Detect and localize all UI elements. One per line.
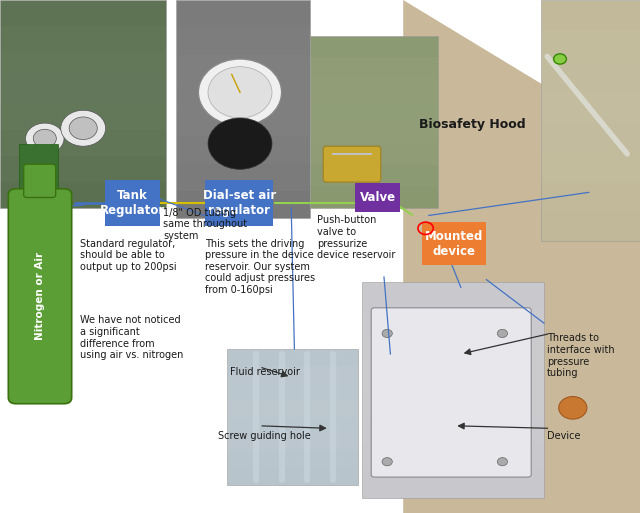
Bar [310,57,438,79]
Bar [19,144,58,205]
Bar [362,282,544,498]
Bar [227,468,358,485]
Bar [541,121,640,151]
Bar [310,143,438,165]
Bar [176,109,310,136]
Text: Biosafety Hood: Biosafety Hood [419,118,526,131]
Circle shape [198,59,282,126]
Bar [310,101,438,122]
Text: Valve: Valve [360,191,396,204]
Bar [310,79,438,101]
Bar [541,181,640,211]
Circle shape [559,397,587,419]
Bar [176,0,310,218]
Circle shape [497,458,508,466]
Bar [0,78,166,104]
Bar [310,186,438,208]
Text: Dial-set air
regulator: Dial-set air regulator [203,189,276,216]
Bar [0,52,166,78]
Bar [362,363,544,390]
Bar [541,0,640,241]
FancyBboxPatch shape [323,146,381,182]
FancyBboxPatch shape [422,222,486,266]
FancyBboxPatch shape [205,180,273,226]
Bar [310,36,438,208]
Bar [176,82,310,109]
Text: Screw guiding hole: Screw guiding hole [218,431,310,441]
Bar [0,0,166,208]
Text: Nitrogen or Air: Nitrogen or Air [35,252,45,340]
Bar [541,151,640,181]
Circle shape [554,54,566,64]
Bar [0,0,166,26]
FancyBboxPatch shape [105,180,160,226]
Bar [541,0,640,30]
Bar [176,164,310,191]
Bar [227,400,358,417]
Bar [541,211,640,241]
Text: Tank
Regulator: Tank Regulator [100,189,165,216]
Bar [362,309,544,336]
Bar [310,36,438,57]
Bar [227,366,358,383]
Text: 1/8" OD tubing
same throughout
system: 1/8" OD tubing same throughout system [163,208,247,241]
Text: Mounted
device: Mounted device [425,230,484,258]
Bar [362,282,544,309]
Text: Threads to
interface with
pressure
tubing: Threads to interface with pressure tubin… [547,333,615,378]
Bar [176,27,310,54]
Circle shape [497,329,508,338]
Bar [227,383,358,400]
FancyBboxPatch shape [355,184,400,212]
Bar [310,165,438,186]
Text: We have not noticed
a significant
difference from
using air vs. nitrogen: We have not noticed a significant differ… [80,315,184,360]
Bar [541,90,640,121]
Polygon shape [403,0,640,513]
Text: Push-button
valve to
pressurize
device reservoir: Push-button valve to pressurize device r… [317,215,395,260]
Bar [227,451,358,468]
Circle shape [382,329,392,338]
Circle shape [382,458,392,466]
Bar [362,417,544,444]
Bar [227,417,358,434]
Bar [227,349,358,366]
Bar [541,30,640,61]
Bar [176,0,310,27]
FancyBboxPatch shape [371,308,531,477]
Text: Device: Device [547,431,580,441]
Text: This sets the driving
pressure in the device
reservoir. Our system
could adjust : This sets the driving pressure in the de… [205,239,315,295]
Bar [227,349,358,485]
Bar [0,104,166,130]
FancyBboxPatch shape [24,164,56,198]
Circle shape [61,110,106,146]
Bar [362,336,544,363]
Bar [176,191,310,218]
Bar [0,130,166,156]
Bar [176,136,310,164]
Bar [362,471,544,498]
Bar [541,61,640,90]
Bar [0,26,166,52]
Text: Fluid reservoir: Fluid reservoir [230,367,300,377]
Text: Standard regulator,
should be able to
output up to 200psi: Standard regulator, should be able to ou… [80,239,177,272]
Circle shape [208,118,272,169]
Bar [0,156,166,182]
Bar [362,444,544,471]
Circle shape [69,117,97,140]
FancyBboxPatch shape [8,189,72,404]
Circle shape [33,129,56,148]
Circle shape [208,67,272,118]
Bar [0,182,166,208]
Circle shape [26,123,64,154]
Bar [227,434,358,451]
Bar [362,390,544,417]
Bar [176,54,310,82]
Bar [310,122,438,143]
